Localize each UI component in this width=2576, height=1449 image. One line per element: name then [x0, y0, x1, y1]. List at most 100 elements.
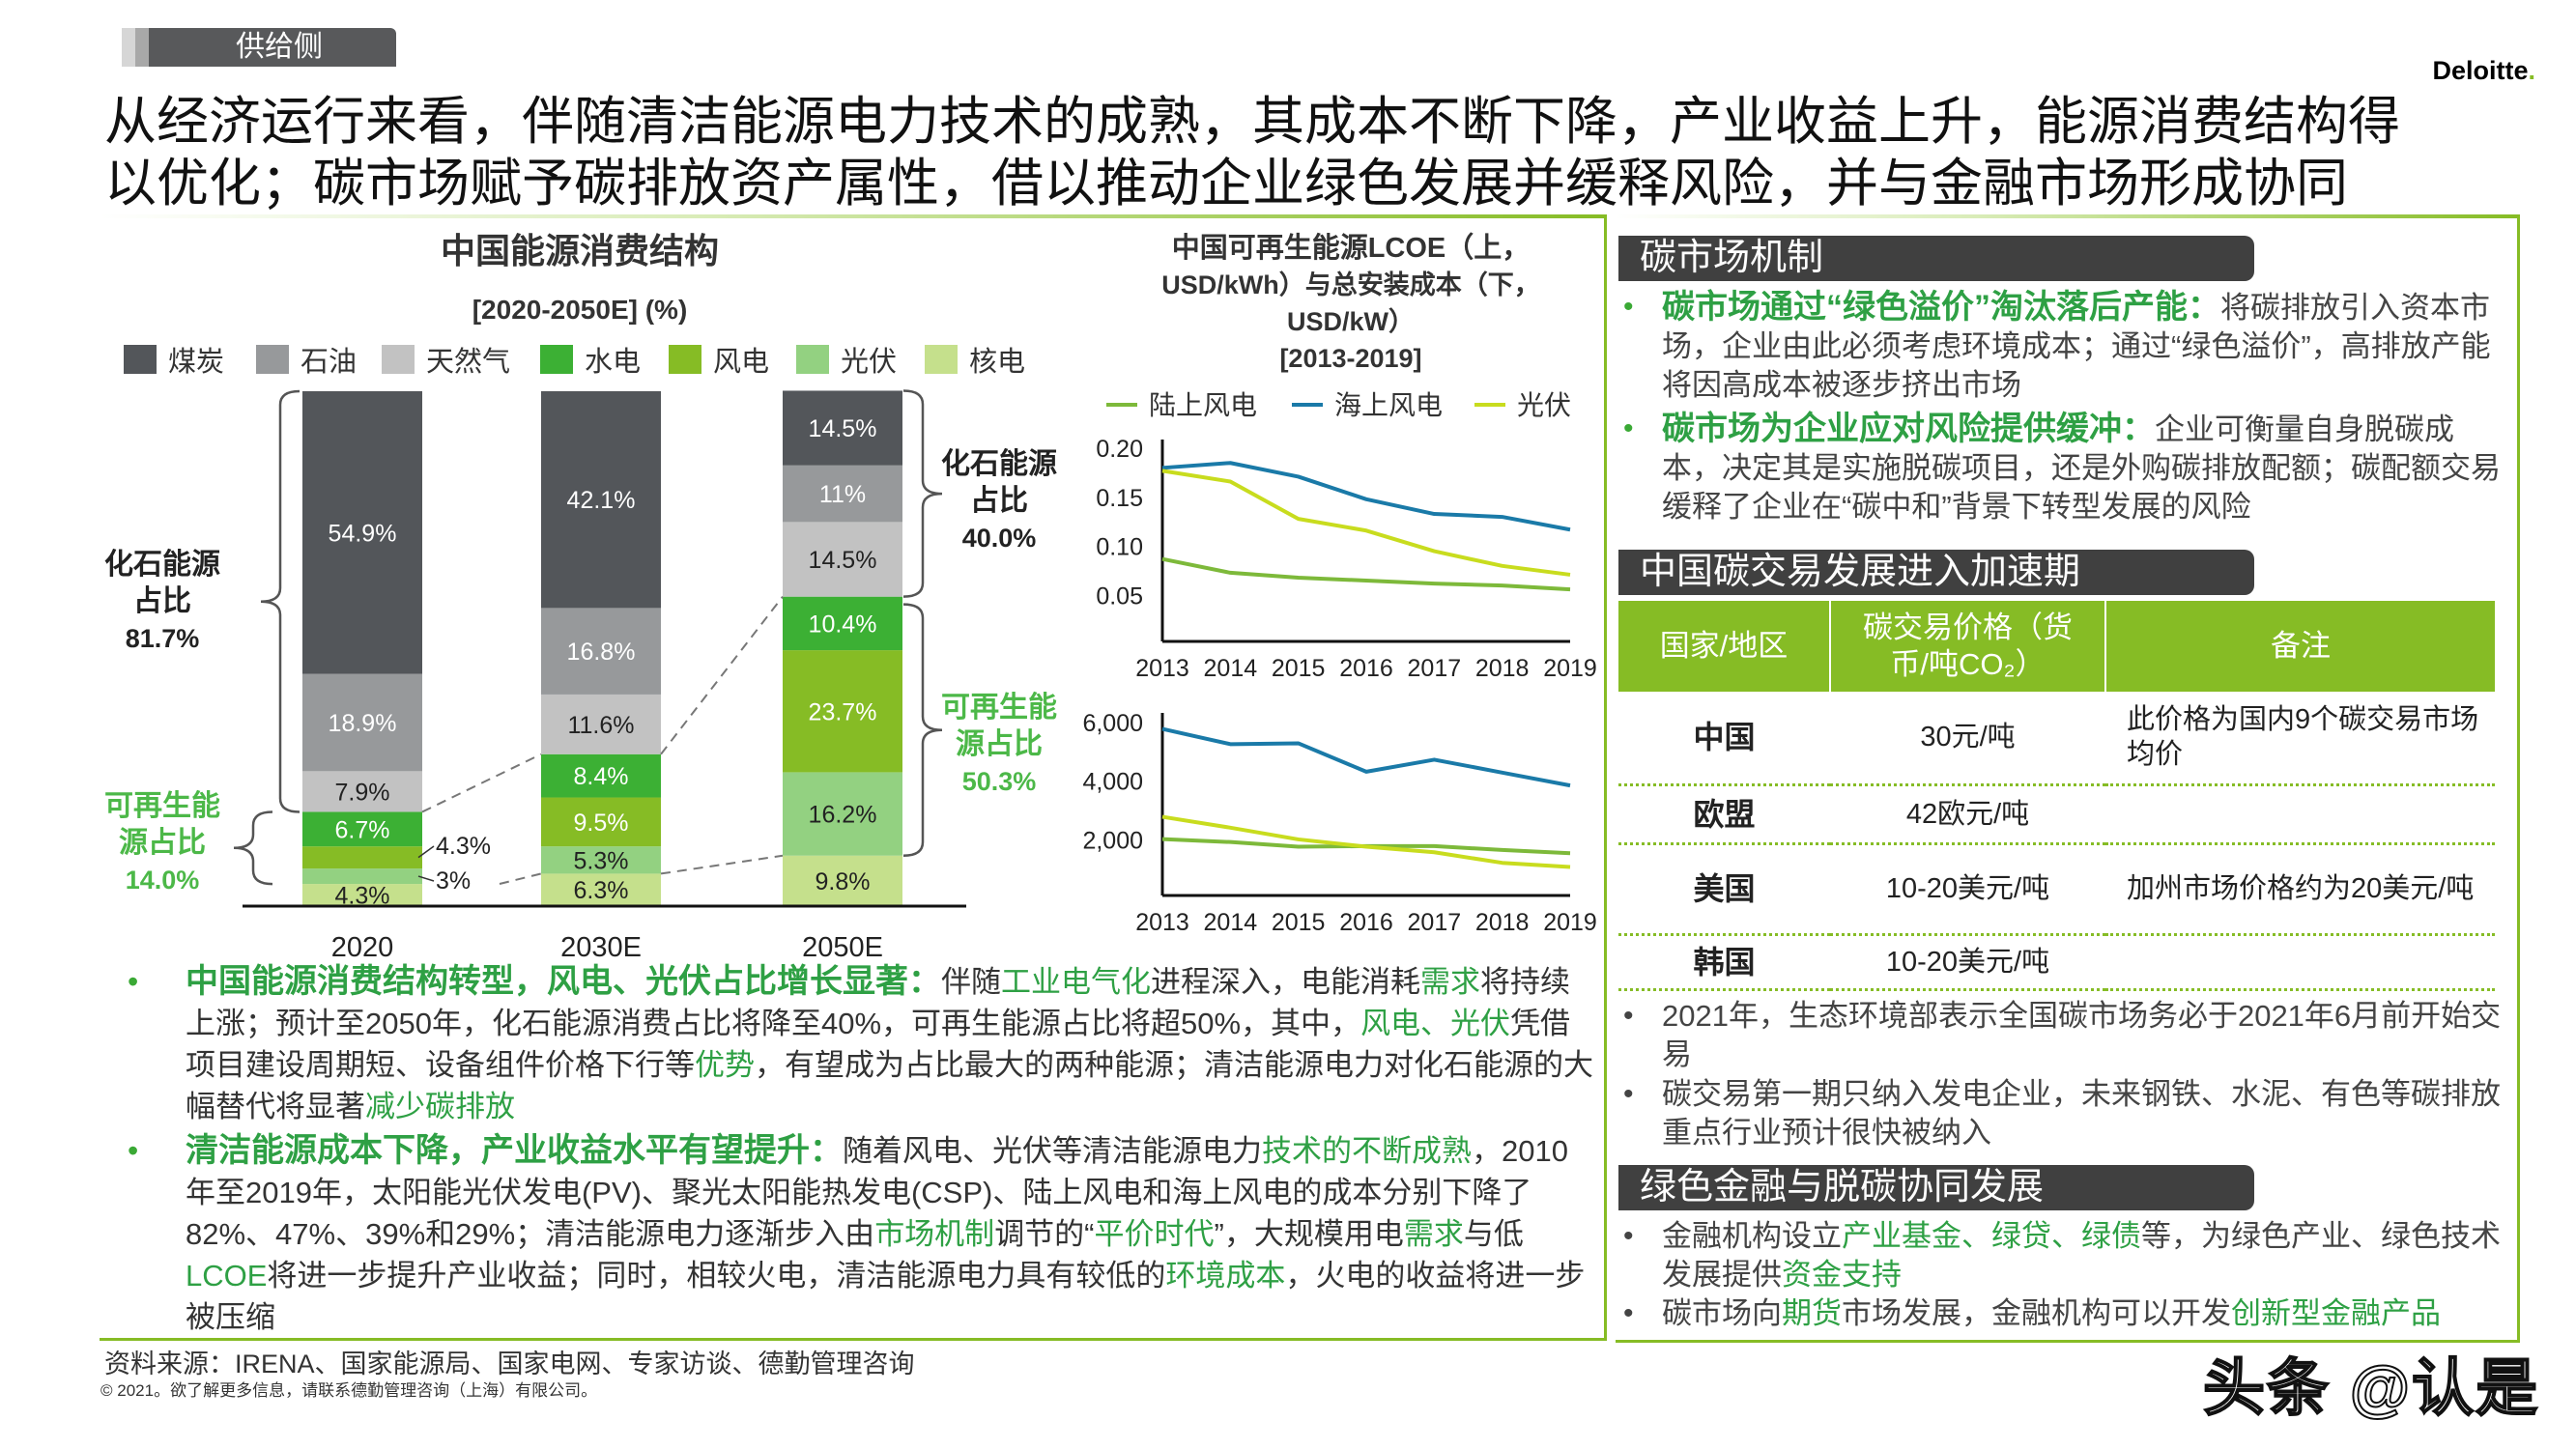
page-title-line-1: 从经济运行来看，伴随清洁能源电力技术的成熟，其成本不断下降，产业收益上升，能源消…	[104, 93, 2400, 151]
bullet-text: 清洁能源成本下降，产业收益水平有望提升：随着风电、光伏等清洁能源电力技术的不断成…	[186, 1130, 1596, 1338]
line-chart-title: 中国可再生能源LCOE（上，	[1172, 232, 1531, 264]
x-tick-label: 2013	[1135, 655, 1189, 682]
legend-label: 水电	[585, 346, 641, 378]
x-tick-label: 2016	[1339, 655, 1393, 682]
text-segment: 碳交易第一期只纳入发电企业，未来钢铁、水泥、有色等碳排放重点行业预计很快被纳入	[1662, 1077, 2501, 1150]
legend-label: 海上风电	[1334, 390, 1443, 420]
legend-label: 煤炭	[168, 346, 224, 378]
text-segment: ，有望成为占比最大的两种能源；清洁能源电力对化石能源的大幅替代将显著	[186, 1048, 1593, 1123]
legend-swatch-石油	[256, 345, 289, 374]
series-line-光伏	[1161, 469, 1571, 577]
bar-segment-石油-2020	[302, 673, 422, 772]
highlight-text: 产业基金、绿贷、绿债	[1842, 1219, 2141, 1253]
legend-swatch-光伏	[796, 345, 829, 374]
logo-dot: .	[2528, 56, 2535, 85]
carbon-price-table: 国家/地区 碳交易价格（货币/吨CO₂） 备注 中国 30元/吨 此价格为国内9个碳…	[1618, 601, 2495, 991]
bar-segment-核电-2030E	[541, 873, 661, 906]
data-label: 7.9%	[335, 779, 390, 806]
deloitte-logo: Deloitte.	[2432, 56, 2535, 86]
line-chart-title: USD/kW）	[1287, 307, 1415, 336]
bar-segment-煤炭-2030E	[541, 391, 661, 609]
text-segment: 碳市场向	[1662, 1296, 1782, 1330]
text-segment: 2021年，生态环境部表示全国碳市场务必于2021年6月前开始交易	[1662, 999, 2502, 1071]
bar-segment-天然气-2030E	[541, 694, 661, 754]
data-label: 10.4%	[809, 611, 877, 638]
bar-segment-煤炭-2020	[302, 391, 422, 674]
y-tick-label: 0.05	[1096, 582, 1143, 610]
bar-segment-石油-2030E	[541, 608, 661, 695]
section-header-carbon-mechanism: 碳市场机制	[1618, 236, 2254, 281]
line-chart-subtitle: [2013-2019]	[1279, 344, 1421, 373]
legend-swatch-水电	[540, 345, 573, 374]
bullet-dot: •	[128, 964, 139, 999]
annotation-label: 源占比	[956, 728, 1043, 760]
connector-nuclear	[660, 854, 784, 875]
connector-renewable	[421, 753, 542, 813]
legend-swatch-风电	[669, 345, 701, 374]
bar-segment-天然气-2050E	[783, 522, 902, 597]
cell-region: 美国	[1618, 843, 1830, 936]
data-label: 14.5%	[809, 547, 877, 574]
text-segment: 金融机构设立	[1662, 1219, 1842, 1253]
legend-label: 陆上风电	[1149, 390, 1257, 420]
text-segment: ，2010年至2019年，太阳能光伏发电(PV)、聚光太阳能热发电(CSP)、陆…	[186, 1134, 1568, 1251]
legend-swatch-核电	[925, 345, 958, 374]
bar-segment-风电-2050E	[783, 650, 902, 773]
annotation-label: 化石能源	[104, 549, 220, 581]
x-tick-label: 2018	[1475, 909, 1530, 936]
text-segment: 随着风电、光伏等清洁能源电力	[843, 1134, 1262, 1168]
annotation-label: 占比	[970, 485, 1028, 517]
highlight-text: 需求	[1420, 965, 1480, 999]
text-segment: 伴随	[941, 965, 1001, 999]
column-header-region: 国家/地区	[1618, 601, 1831, 692]
data-label: 14.5%	[809, 415, 877, 442]
bullet-dot: •	[1623, 1297, 1634, 1329]
data-label: 23.7%	[809, 698, 877, 725]
brace-renewable-2050	[902, 603, 943, 858]
legend-label: 天然气	[426, 346, 510, 378]
highlight-text: 市场机制	[874, 1217, 995, 1251]
data-label: 9.8%	[816, 868, 871, 895]
data-label: 5.3%	[574, 847, 629, 874]
carbon-trading-bullet-1: • 2021年，生态环境部表示全国碳市场务必于2021年6月前开始交易	[1623, 997, 2512, 1074]
label-leader	[417, 845, 435, 859]
table-row: 欧盟 42欧元/吨	[1618, 784, 2495, 845]
column-header-price: 碳交易价格（货币/吨CO₂）	[1830, 601, 2106, 692]
bullet-text: 碳市场通过“绿色溢价”淘汰落后产能：将碳排放引入资本市场，企业由此必须考虑环境成…	[1662, 288, 2512, 405]
highlight-text: 环境成本	[1165, 1259, 1286, 1293]
annotation-value: 14.0%	[126, 866, 200, 895]
cell-region: 中国	[1618, 692, 1830, 786]
bar-segment-水电-2050E	[783, 596, 902, 651]
text-segment: ，火电的收益将进一步被压缩	[186, 1259, 1586, 1334]
highlight-text: 期货	[1782, 1296, 1842, 1330]
data-label: 11%	[819, 481, 866, 508]
x-tick-label: 2017	[1408, 909, 1462, 936]
highlight-text: 工业电气化	[1001, 965, 1151, 999]
bar-segment-水电-2030E	[541, 753, 661, 798]
right-panel	[1616, 214, 2520, 1343]
cell-price: 10-20美元/吨	[1830, 843, 2105, 936]
carbon-mechanism-bullet-1: • 碳市场通过“绿色溢价”淘汰落后产能：将碳排放引入资本市场，企业由此必须考虑环境…	[1623, 288, 2512, 405]
bullet-dot: •	[1623, 1220, 1634, 1252]
highlight-text: 需求	[1403, 1217, 1464, 1251]
bar-segment-光伏-2050E	[783, 772, 902, 856]
cell-region: 韩国	[1618, 934, 1830, 991]
bar-segment-天然气-2020	[302, 771, 422, 812]
annotation-value: 50.3%	[962, 767, 1037, 796]
y-tick-label: 2,000	[1082, 827, 1143, 854]
data-label: 18.9%	[329, 710, 397, 737]
y-tick-label: 0.10	[1096, 534, 1143, 561]
highlight-text: 中国能源消费结构转型，风电、光伏占比增长显著：	[186, 963, 941, 1000]
bar-segment-光伏-2030E	[541, 846, 661, 874]
data-label: 16.2%	[809, 802, 877, 829]
legend-swatch-天然气	[382, 345, 415, 374]
panel-top-rule	[1616, 214, 2517, 218]
highlight-text: 平价时代	[1094, 1217, 1215, 1251]
data-label: 6.7%	[335, 816, 390, 843]
green-finance-bullet-2: • 碳市场向期货市场发展，金融机构可以开发创新型金融产品	[1623, 1294, 2512, 1333]
bullet-text: 中国能源消费结构转型，风电、光伏占比增长显著：伴随工业电气化进程深入，电能消耗需…	[186, 961, 1596, 1127]
cell-notes: 此价格为国内9个碳交易市场均价	[2105, 692, 2495, 786]
bullet-dot: •	[1623, 291, 1634, 323]
cell-price: 30元/吨	[1830, 692, 2105, 786]
